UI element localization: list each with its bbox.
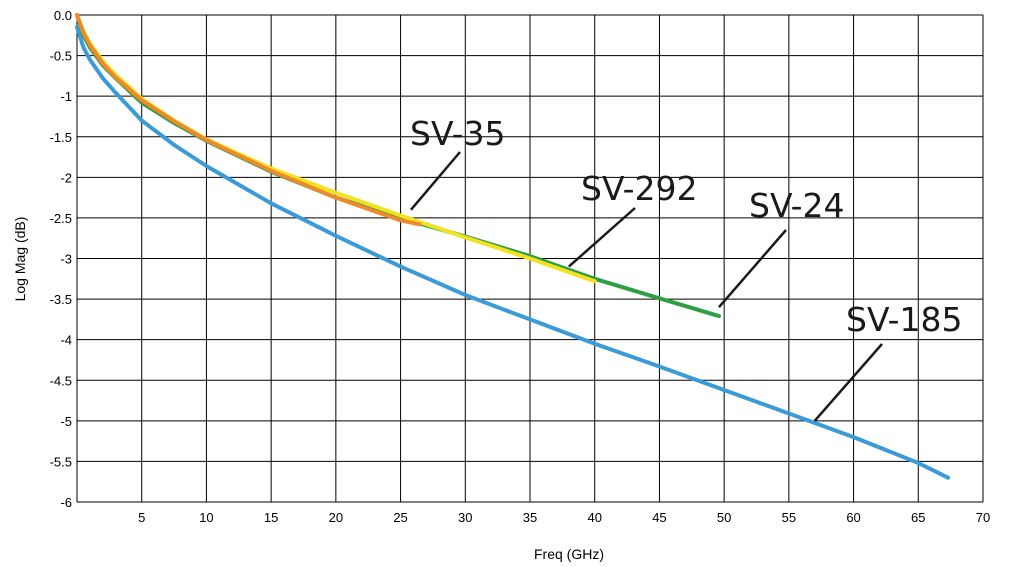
series-lines <box>75 13 951 480</box>
y-tick-label: -4 <box>60 333 72 348</box>
x-tick-label: 50 <box>717 510 731 525</box>
x-axis-tick-labels: 5 10 15 20 25 30 35 40 45 50 55 60 65 70 <box>138 510 990 525</box>
x-tick-label: 70 <box>976 510 990 525</box>
series-line-sv-35 <box>75 13 422 227</box>
x-tick-label: 30 <box>458 510 472 525</box>
y-tick-label: 0.0 <box>54 8 72 23</box>
x-tick-label: 5 <box>138 510 145 525</box>
annotation-label: SV-292 <box>581 169 697 208</box>
y-tick-label: -5 <box>60 414 72 429</box>
x-tick-label: 20 <box>329 510 343 525</box>
y-tick-label: -4.5 <box>50 373 72 388</box>
y-tick-label: -2 <box>60 170 72 185</box>
y-axis-title: Log Mag (dB) <box>12 217 28 302</box>
annotation-leader-line <box>813 343 883 422</box>
x-tick-label: 35 <box>523 510 537 525</box>
annotation-label: SV-185 <box>846 300 962 339</box>
x-tick-label: 40 <box>587 510 601 525</box>
x-tick-label: 55 <box>782 510 796 525</box>
x-tick-label: 15 <box>264 510 278 525</box>
y-tick-label: -3.5 <box>50 292 72 307</box>
y-tick-label: -1 <box>60 89 72 104</box>
grid <box>76 14 984 503</box>
x-tick-label: 45 <box>652 510 666 525</box>
y-axis-tick-labels: 0.0 -0.5 -1 -1.5 -2 -2.5 -3 -3.5 -4 -4.5 -5 -5.5 -6 <box>50 8 72 510</box>
annotation-label: SV-24 <box>749 186 845 225</box>
y-tick-label: -6 <box>60 495 72 510</box>
y-tick-label: -1.5 <box>50 130 72 145</box>
series-line-sv-185 <box>75 25 951 480</box>
annotation-label: SV-35 <box>410 114 506 153</box>
series-annotations: SV-35 SV-292 SV-24 SV-185 <box>409 114 962 422</box>
annotation-leader-line <box>718 229 787 309</box>
y-tick-label: -2.5 <box>50 211 72 226</box>
y-tick-label: -0.5 <box>50 49 72 64</box>
y-tick-label: -3 <box>60 252 72 267</box>
series-line-sv-24 <box>75 13 721 319</box>
x-tick-label: 65 <box>911 510 925 525</box>
x-axis-title: Freq (GHz) <box>534 546 604 562</box>
annotation-leader-line <box>567 207 636 268</box>
x-tick-label: 10 <box>199 510 213 525</box>
y-tick-label: -5.5 <box>50 454 72 469</box>
annotation-leader-line <box>409 151 461 211</box>
x-tick-label: 25 <box>393 510 407 525</box>
x-tick-label: 60 <box>846 510 860 525</box>
